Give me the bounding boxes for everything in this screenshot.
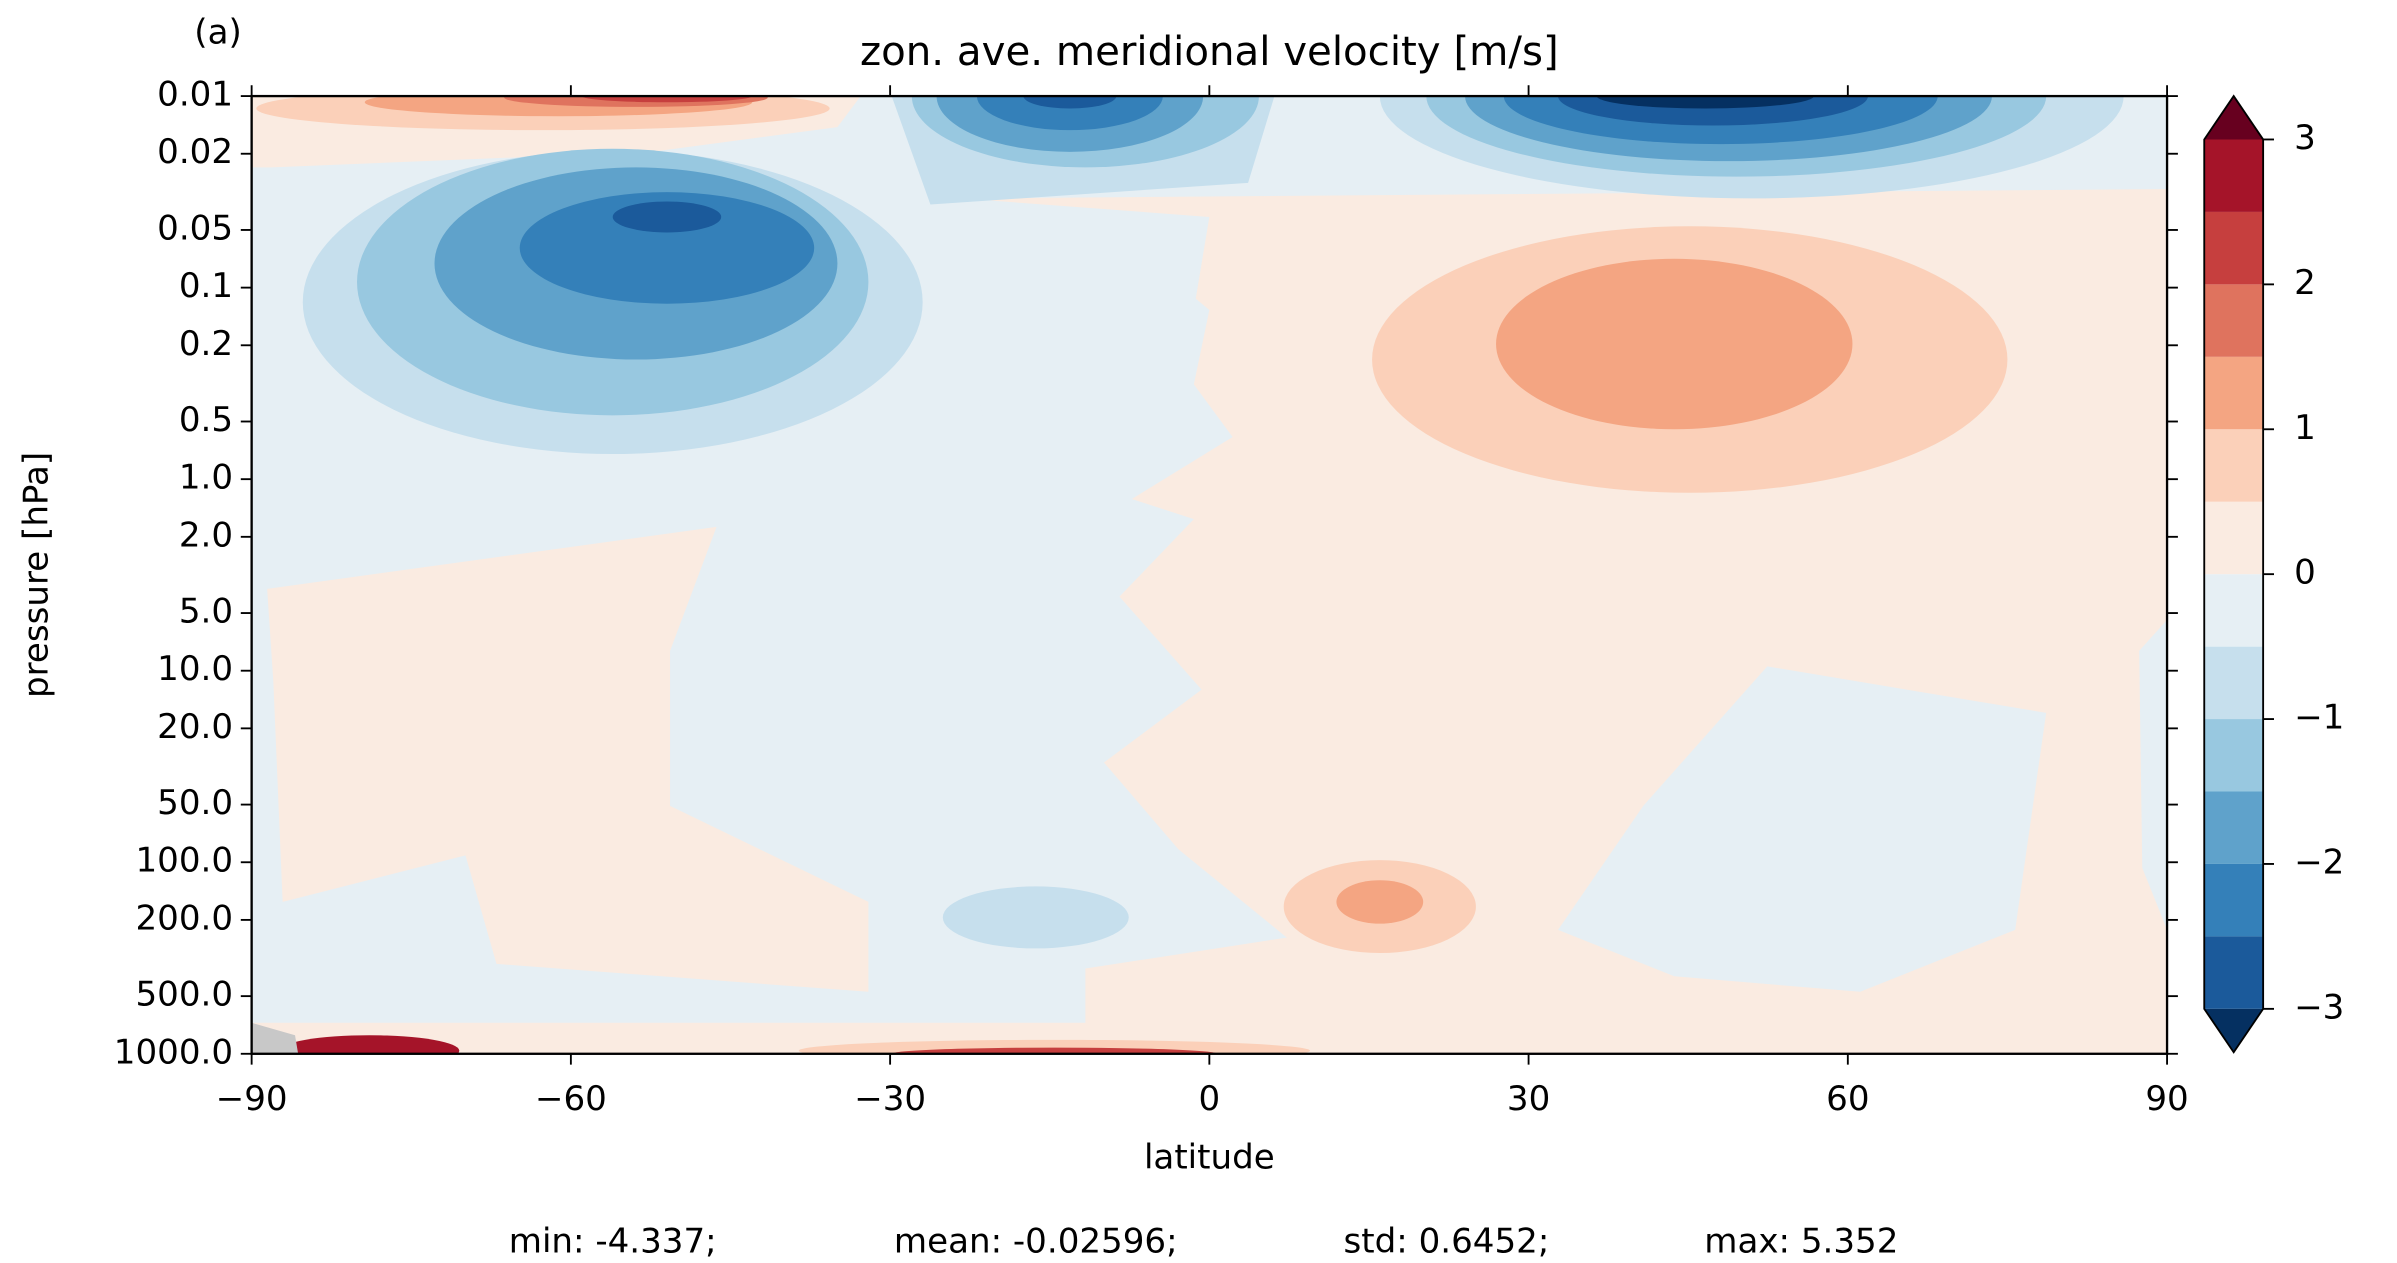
y-axis-label: pressure [hPa] — [16, 452, 56, 698]
contour-region — [891, 1047, 1218, 1054]
x-tick-label: 60 — [1826, 1079, 1869, 1119]
contour-region — [1336, 880, 1424, 924]
y-tick-label: 0.05 — [157, 208, 233, 248]
colorbar-band — [2204, 719, 2264, 792]
y-tick-label: 1.0 — [179, 458, 233, 498]
contour-region — [1596, 96, 1814, 109]
contour-region — [1023, 96, 1117, 109]
colorbar-band — [2204, 284, 2264, 357]
contour-region — [581, 96, 753, 103]
colorbar-band — [2204, 936, 2264, 1009]
contour-region — [612, 201, 722, 233]
x-tick-label: 30 — [1507, 1079, 1550, 1119]
colorbar-tick-label: 0 — [2294, 553, 2316, 593]
y-tick-label: 5.0 — [179, 592, 233, 632]
contour-region — [961, 198, 1210, 465]
y-tick-label: 0.02 — [157, 132, 233, 172]
y-tick-label: 200.0 — [135, 898, 233, 938]
contour-region — [267, 526, 869, 992]
colorbar-tick-label: −1 — [2294, 698, 2344, 738]
colorbar-band — [2204, 429, 2264, 502]
stats: min: -4.337; mean: -0.02596; std: 0.6452; m… — [509, 1221, 1899, 1261]
chart-title: zon. ave. meridional velocity [m/s] — [860, 28, 1559, 75]
x-tick-label: −90 — [216, 1079, 288, 1119]
colorbar-band — [2204, 139, 2264, 212]
colorbar-frame — [2203, 94, 2265, 1054]
contour-region — [942, 886, 1129, 949]
y-tick-label: 20.0 — [157, 707, 233, 747]
colorbar-band — [2204, 791, 2264, 864]
y-tick-label: 10.0 — [157, 649, 233, 689]
colorbar-tick-label: 1 — [2294, 408, 2316, 448]
y-tick-label: 500.0 — [135, 975, 233, 1015]
y-tick-label: 0.5 — [179, 400, 233, 440]
x-tick-label: −60 — [535, 1079, 607, 1119]
colorbar-band — [2204, 501, 2264, 575]
panel-label: (a) — [194, 13, 241, 53]
colorbar-tick-label: −2 — [2294, 842, 2344, 882]
contour-region — [519, 192, 815, 304]
stat: min: -4.337; — [509, 1221, 717, 1261]
colorbar-tick-label: 3 — [2294, 118, 2316, 158]
colorbar-band — [2204, 646, 2264, 720]
contour-region — [976, 96, 1163, 131]
x-tick-label: −30 — [854, 1079, 926, 1119]
stat: std: 0.6452; — [1344, 1221, 1550, 1261]
contour-field — [251, 96, 2168, 1054]
contour-region — [279, 1035, 460, 1054]
contour-region — [251, 1022, 2168, 1054]
stat: mean: -0.02596; — [894, 1221, 1178, 1261]
y-tick-label: 100.0 — [135, 841, 233, 881]
missing-data — [251, 1022, 299, 1054]
colorbar-tick-label: −3 — [2294, 987, 2344, 1027]
y-tick-label: 50.0 — [157, 783, 233, 823]
y-tick-label: 0.01 — [157, 75, 233, 115]
colorbar-tick-label: 2 — [2294, 263, 2316, 303]
y-tick-label: 0.2 — [179, 324, 233, 364]
y-tick-label: 2.0 — [179, 515, 233, 555]
colorbar-band — [2204, 574, 2264, 647]
y-tick-label: 1000.0 — [114, 1032, 233, 1072]
colorbar-band — [2204, 863, 2264, 937]
colorbar-band — [2204, 356, 2264, 430]
contour-region — [1496, 258, 1853, 430]
contour-region — [2139, 619, 2168, 930]
x-tick-label: 90 — [2145, 1079, 2188, 1119]
x-tick-label: 0 — [1199, 1079, 1221, 1119]
colorbar-extend-max — [2204, 96, 2264, 140]
y-tick-label: 0.1 — [179, 266, 233, 306]
contour-region — [1558, 666, 2047, 992]
x-axis-label: latitude — [1144, 1138, 1275, 1178]
colorbar-extend-min — [2204, 1008, 2264, 1053]
stat: max: 5.352 — [1704, 1221, 1898, 1261]
colorbar-band — [2204, 211, 2264, 285]
